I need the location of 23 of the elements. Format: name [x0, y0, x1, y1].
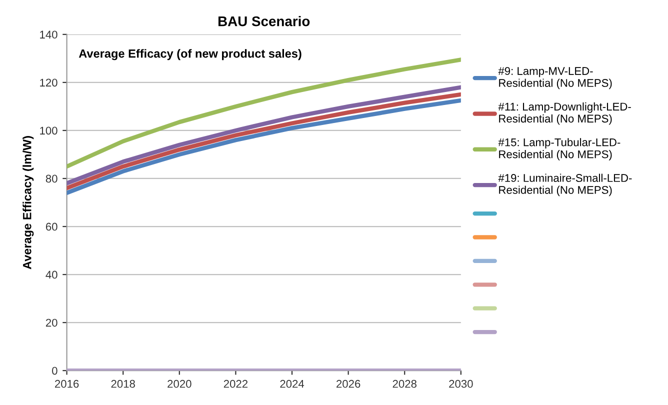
y-tick-label: 40 — [46, 270, 58, 279]
y-tick-label: 20 — [46, 318, 58, 327]
legend-label: #15: Lamp-Tubular-LED- Residential (No MEPS) — [498, 138, 620, 160]
y-tick-label: 0 — [52, 366, 58, 375]
x-tick-label: 2022 — [224, 380, 248, 388]
y-axis-title: Average Efficacy (lm/W) — [22, 136, 34, 270]
x-tick-label: 2026 — [336, 380, 360, 388]
y-tick-label: 60 — [46, 222, 58, 231]
x-tick-label: 2028 — [392, 380, 416, 388]
y-tick-label: 80 — [46, 174, 58, 183]
x-tick-label: 2024 — [280, 380, 304, 388]
x-tick-label: 2030 — [449, 380, 473, 388]
y-tick-label: 120 — [40, 78, 58, 87]
legend-label: #11: Lamp-Downlight-LED- Residential (No MEPS) — [498, 102, 631, 125]
y-tick-label: 140 — [40, 30, 58, 39]
legend-label: #9: Lamp-MV-LED- Residential (No MEPS) — [498, 67, 612, 90]
legend-label: #19: Luminaire-Small-LED- Residential (No MEPS) — [498, 174, 632, 196]
y-tick-label: 100 — [40, 126, 58, 135]
annotation: Average Efficacy (of new product sales) — [78, 49, 302, 60]
x-tick-label: 2018 — [111, 380, 135, 388]
chart-title: BAU Scenario — [218, 16, 310, 26]
x-tick-label: 2016 — [55, 380, 79, 388]
x-tick-label: 2020 — [168, 380, 192, 388]
